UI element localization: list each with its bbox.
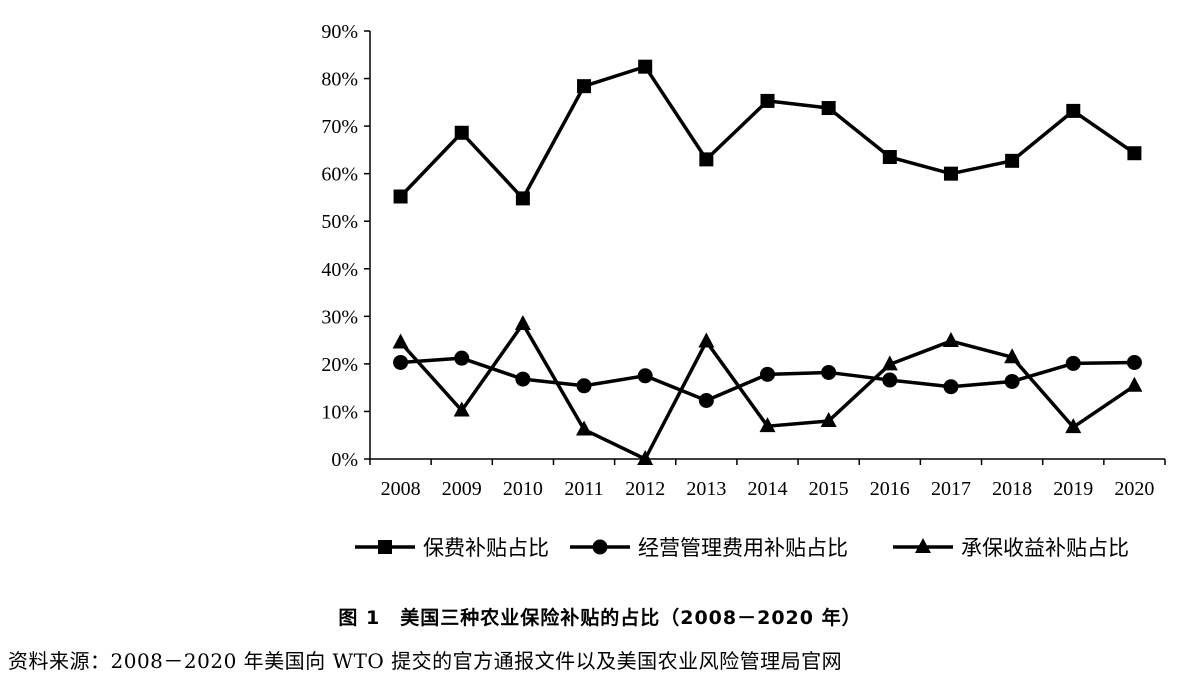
x-tick-label: 2013 [686,478,726,500]
data-point-square [821,101,836,116]
data-point-square [638,59,653,74]
x-tick-label: 2014 [748,478,788,500]
series-line-2 [399,322,1136,461]
y-tick-label: 10% [321,401,358,423]
data-point-circle [1126,354,1142,370]
data-point-circle [1004,373,1020,389]
legend-marker-square [378,540,392,554]
y-tick-label: 80% [321,69,358,91]
data-point-square [577,79,592,94]
x-tick-label: 2009 [442,478,482,500]
data-point-square [760,93,775,108]
line-chart: 0% 10% 20% 30% 40% 50% 60% 70% 80% 90% 2008 2009 201… [321,21,1166,560]
data-point-triangle [637,450,654,465]
y-tick-label: 0% [331,449,358,471]
y-tick-label: 70% [321,116,358,138]
x-tick-label: 2008 [381,478,421,500]
data-point-circle [576,378,592,394]
data-point-square [1066,103,1081,118]
legend-marker-triangle [915,538,931,553]
x-tick-label: 2017 [931,478,971,500]
x-tick-label: 2020 [1114,478,1154,500]
x-tick-label: 2011 [564,478,603,500]
data-point-square [515,191,530,206]
x-tick-label: 2019 [1053,478,1093,500]
data-point-square [454,125,469,140]
y-tick-label: 30% [321,306,358,328]
x-tick-label: 2015 [809,478,849,500]
x-tick-label: 2016 [870,478,910,500]
data-point-triangle [392,333,409,349]
x-tick-label: 2018 [992,478,1032,500]
series-line-0 [399,64,1136,201]
data-point-circle [882,372,898,388]
y-tick-label: 50% [321,211,358,233]
data-point-triangle [881,355,898,371]
data-point-circle [454,350,470,366]
data-point-square [882,150,897,165]
y-tick-label: 60% [321,164,358,186]
data-point-triangle [453,401,470,417]
x-tick-label: 2012 [625,478,665,500]
source-note: 资料来源：2008－2020 年美国向 WTO 提交的官方通报文件以及美国农业风… [8,649,843,673]
data-point-square [699,152,714,167]
data-point-triangle [698,332,715,348]
x-tick-label: 2010 [503,478,543,500]
data-point-triangle [1126,376,1143,392]
data-point-circle [515,371,531,387]
data-point-circle [1065,355,1081,371]
data-point-triangle [820,411,837,427]
y-tick-label: 90% [321,21,358,43]
data-point-triangle [942,332,959,348]
data-point-triangle [576,420,593,436]
legend-label: 经营管理费用补贴占比 [638,536,848,560]
data-point-circle [821,364,837,380]
data-point-circle [943,379,959,395]
data-point-triangle [1004,348,1021,364]
data-point-circle [698,393,714,409]
data-point-circle [760,366,775,382]
legend-label: 承保收益补贴占比 [961,536,1129,560]
data-point-circle [637,368,653,384]
data-point-circle [393,354,409,370]
data-point-square [1127,146,1142,161]
legend-marker-circle [592,539,608,555]
data-point-triangle [1065,418,1082,434]
data-point-square [1005,153,1020,168]
y-tick-label: 40% [321,259,358,281]
figure-caption: 图 1 美国三种农业保险补贴的占比（2008－2020 年） [338,607,862,629]
data-point-square [393,189,408,204]
data-point-triangle [514,314,531,330]
y-tick-label: 20% [321,354,358,376]
data-point-triangle [759,417,776,433]
data-point-square [943,166,958,181]
legend-label: 保费补贴占比 [423,536,549,560]
